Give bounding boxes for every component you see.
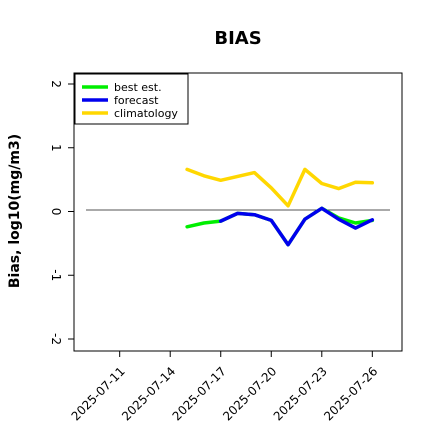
y-tick-label: -2 — [49, 333, 63, 345]
series-line-climatology — [185, 167, 375, 208]
series-lines — [185, 167, 375, 247]
legend-label: forecast — [114, 94, 159, 107]
x-tick-label: 2025-07-26 — [321, 364, 380, 423]
series-line-best-est — [185, 206, 375, 247]
x-axis: 2025-07-112025-07-142025-07-172025-07-20… — [69, 351, 380, 423]
y-tick-label: 0 — [49, 208, 63, 216]
series-line-forecast — [218, 206, 375, 247]
legend-label: best est. — [114, 81, 162, 94]
y-axis-label: Bias, log10(mg/m3) — [7, 134, 23, 288]
chart-title: BIAS — [214, 28, 261, 49]
y-tick-label: -1 — [49, 269, 63, 281]
y-axis: -2 -1 0 1 2 — [49, 80, 74, 345]
y-tick-label: 2 — [49, 80, 63, 88]
legend-label: climatology — [114, 107, 178, 120]
y-tick-label: 1 — [49, 144, 63, 152]
